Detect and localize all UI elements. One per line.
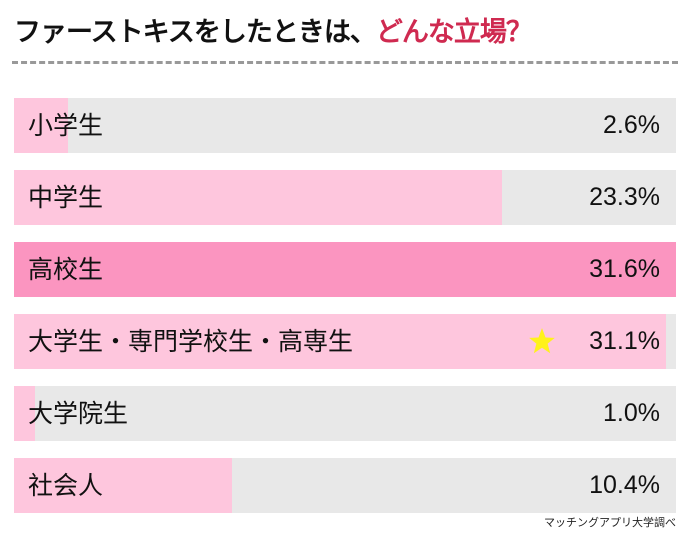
bar-row: 大学院生 1.0% [14, 386, 676, 441]
bar [14, 242, 676, 297]
dashed-divider [12, 61, 678, 64]
category-label: 高校生 [28, 255, 104, 284]
title-main: ファーストキスをしたときは、 [14, 17, 377, 48]
value-label: 1.0% [603, 399, 660, 427]
category-label: 小学生 [28, 111, 104, 140]
category-label: 社会人 [28, 471, 104, 500]
bar-row: 中学生 23.3% [14, 170, 676, 225]
value-label: 10.4% [589, 471, 660, 499]
bar [14, 458, 232, 513]
bar [14, 386, 35, 441]
value-label: 31.6% [589, 255, 660, 283]
value-label: 23.3% [589, 183, 660, 211]
category-label: 大学院生 [28, 399, 129, 428]
bar-row: 高校生 31.6% [14, 242, 676, 297]
title-accent: どんな立場？ [375, 17, 533, 48]
bar [14, 98, 69, 153]
bar [14, 314, 666, 369]
bar-row: 大学生・専門学校生・高専生 31.1% [14, 314, 676, 369]
bar-row: 社会人 10.4% [14, 458, 676, 513]
category-label: 大学生・専門学校生・高専生 [28, 327, 354, 356]
source-note: マッチングアプリ大学調べ [544, 516, 676, 529]
value-label: 31.1% [589, 327, 660, 355]
bar [14, 170, 503, 225]
chart-title: ファーストキスをしたときは、どんな立場？ [14, 10, 533, 49]
bar-row: 小学生 2.6% [14, 98, 676, 153]
category-label: 中学生 [28, 183, 104, 212]
value-label: 2.6% [603, 111, 660, 139]
star-icon [529, 328, 555, 354]
